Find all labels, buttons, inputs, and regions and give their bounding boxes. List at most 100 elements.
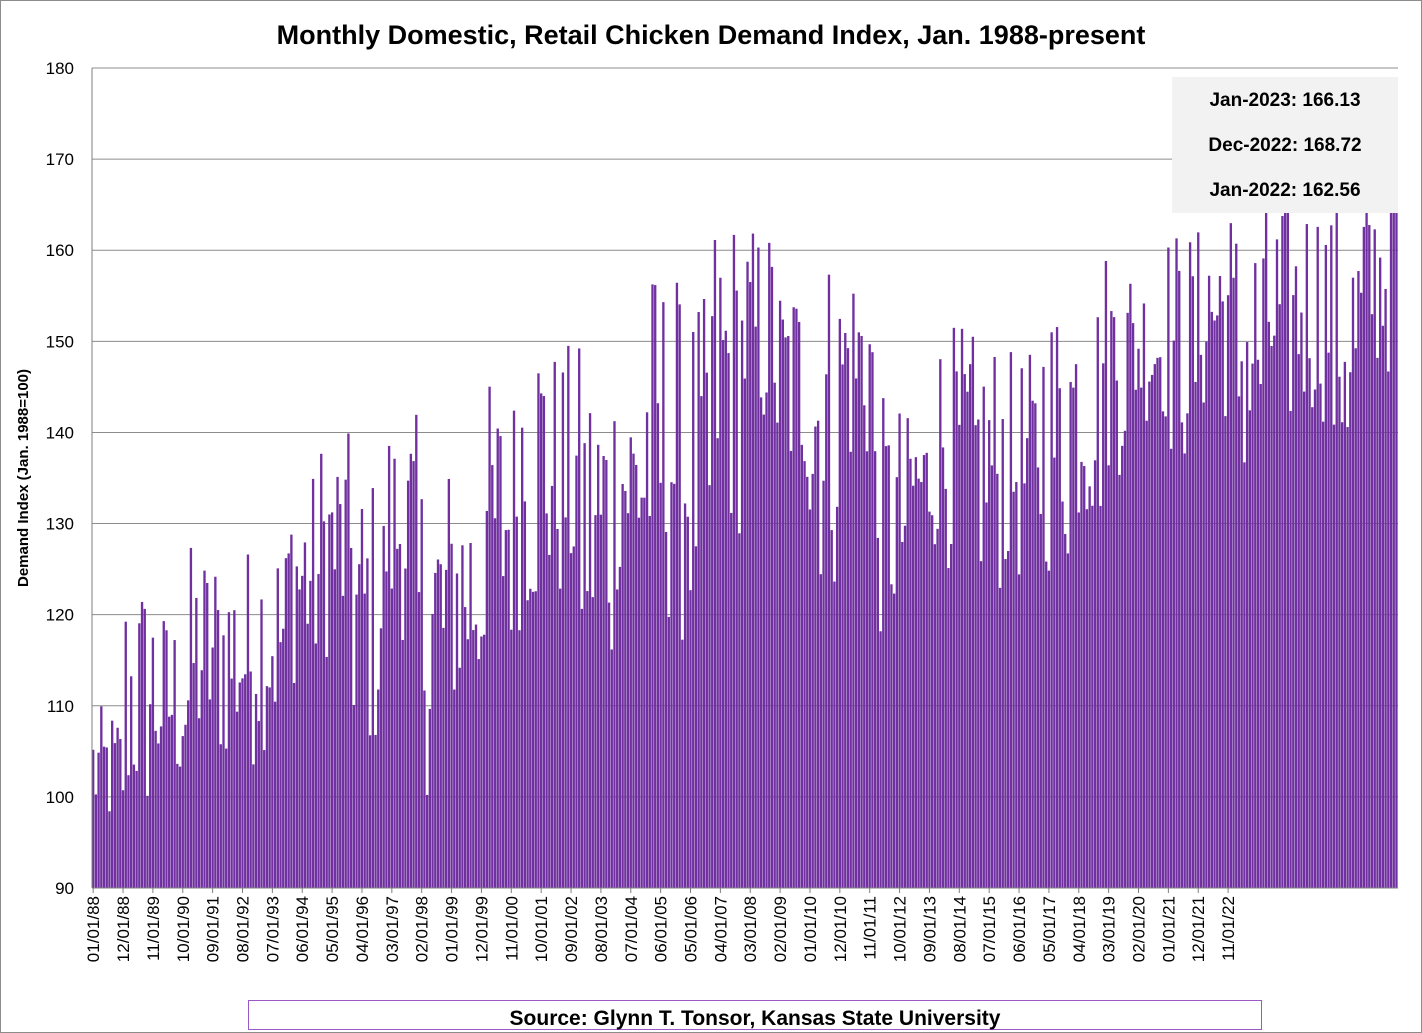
bar [292,683,296,888]
bar [651,284,654,888]
bar [184,724,187,888]
bar [819,574,823,888]
bar [1083,466,1086,888]
bar [1300,312,1303,888]
bar [873,451,877,888]
x-tick-label: 07/01/93 [263,896,282,962]
bar [545,513,548,888]
bar [108,811,111,888]
bar [1134,389,1137,888]
y-tick-label: 180 [46,59,74,78]
bar [979,561,983,888]
bar [871,352,874,888]
bar [379,628,383,888]
bar [466,639,470,888]
bar [952,327,956,889]
bar [730,512,733,888]
bar [800,444,803,888]
bar [643,497,646,888]
bar [404,568,407,888]
bar [982,386,985,888]
bar [882,398,885,888]
bar [781,319,784,888]
bar [569,553,573,888]
bar [252,764,255,888]
bar [654,285,657,888]
x-tick-label: 12/01/21 [1189,896,1208,962]
bar [898,413,901,888]
bar [1153,364,1156,889]
bar [219,744,222,888]
bar [235,711,239,888]
bar [491,465,494,888]
bar [1313,389,1317,888]
bar [197,718,201,888]
bar [911,485,915,888]
bar [656,403,660,888]
bar [998,587,1002,888]
bar [173,640,176,888]
bar [1028,354,1032,888]
bar [719,277,722,888]
bar [971,336,975,888]
bar [567,345,570,888]
bar [100,706,103,888]
bar [917,478,920,888]
bar [162,621,165,888]
y-axis-label: Demand Index (Jan. 1988=100) [15,369,32,587]
bar [822,480,825,888]
bar [1302,391,1306,888]
bar [1243,462,1246,888]
bar [1064,534,1067,888]
bar [575,455,578,888]
bar [97,752,100,888]
x-tick-label: 06/01/16 [1010,896,1029,962]
bar [762,414,765,888]
bar [1305,224,1309,889]
bar [835,506,839,888]
bar [1123,430,1127,888]
bar [393,458,396,888]
bar [447,478,451,888]
bar [92,749,95,888]
bar [314,643,317,888]
bar [1009,352,1013,888]
bar [868,344,871,888]
bar [702,299,706,888]
bar [738,533,741,888]
bar [895,477,899,888]
axes [91,68,1398,893]
bar [121,790,125,888]
y-tick-label: 120 [46,606,74,625]
bar [309,580,312,888]
bar [827,274,831,888]
x-tick-label: 11/01/00 [502,896,521,961]
bar [909,458,912,888]
bar [635,465,638,888]
bar [116,727,119,888]
x-tick-label: 09/01/91 [204,896,223,962]
bar [1278,304,1281,888]
bar [1262,258,1265,888]
bar [1308,358,1311,888]
bar [1129,283,1132,888]
bar [1254,263,1257,888]
y-tick-label: 160 [46,241,74,260]
callout-dec-2022: Dec-2022: 168.72 [1208,135,1362,156]
bar [1159,357,1162,888]
bar [534,591,537,888]
bar [273,701,277,888]
bar [675,282,679,889]
x-tick-label: 05/01/17 [1040,896,1059,962]
bar [833,581,836,888]
bar [463,607,467,888]
bar [583,443,586,888]
x-tick-label: 01/01/21 [1159,896,1178,962]
bar [1145,420,1148,888]
bar [382,525,385,888]
bar [1340,422,1344,888]
bar [1387,371,1390,888]
bar [181,736,184,888]
bar [1121,445,1124,888]
x-tick-label: 01/01/88 [84,896,103,962]
